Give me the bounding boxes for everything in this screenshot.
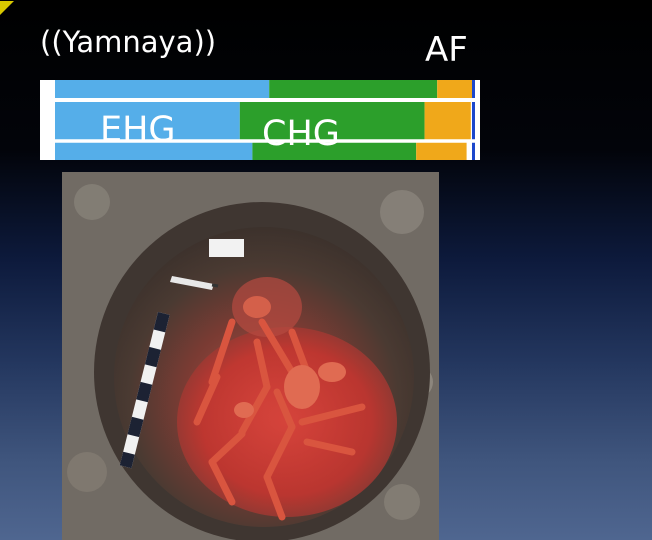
slide-title: ((Yamnaya)) xyxy=(40,25,217,59)
bar-edge-1 xyxy=(472,102,475,140)
bar-ehg-2 xyxy=(55,142,253,160)
bar-ehg-0 xyxy=(55,80,270,98)
slide-corner-mark xyxy=(0,0,14,15)
excavated-burial-photo-icon xyxy=(62,172,439,540)
bar-edge-2 xyxy=(472,142,475,160)
bar-ehg-1 xyxy=(55,102,240,140)
bar-chg-1 xyxy=(239,102,425,140)
bar-af-1 xyxy=(424,102,471,140)
bar-chg-2 xyxy=(252,142,417,160)
ehg-label: EHG xyxy=(100,110,176,150)
ancestry-chart xyxy=(40,80,480,160)
bar-edge-0 xyxy=(472,80,475,98)
af-label: AF xyxy=(425,30,468,70)
chg-label: CHG xyxy=(262,114,340,154)
burial-photo xyxy=(62,172,439,540)
bar-af-0 xyxy=(437,80,475,98)
bar-af-2 xyxy=(416,142,467,160)
bar-chg-0 xyxy=(269,80,438,98)
ancestry-chart-svg xyxy=(40,80,480,160)
